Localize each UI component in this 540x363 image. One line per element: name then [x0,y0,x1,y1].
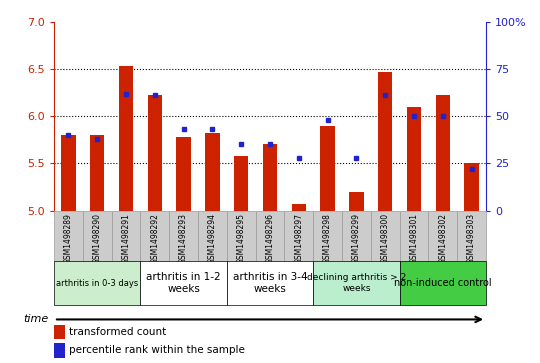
Bar [313,261,400,305]
Text: GSM1498297: GSM1498297 [294,213,303,264]
Bar [313,211,342,261]
Bar [112,211,140,261]
Bar [140,261,227,305]
Bar [349,192,363,211]
Text: GSM1498302: GSM1498302 [438,213,447,264]
Text: non-induced control: non-induced control [394,278,491,288]
Bar [90,135,104,211]
Text: arthritis in 3-4
weeks: arthritis in 3-4 weeks [233,272,307,294]
Text: GSM1498300: GSM1498300 [381,213,390,264]
Text: declining arthritis > 2
weeks: declining arthritis > 2 weeks [307,273,406,293]
Bar [292,204,306,211]
Bar [54,343,65,358]
Bar [407,107,421,211]
Text: GSM1498303: GSM1498303 [467,213,476,264]
Bar [400,211,428,261]
Text: GSM1498299: GSM1498299 [352,213,361,264]
Bar [255,211,285,261]
Bar [457,211,486,261]
Bar [61,135,76,211]
Bar [464,163,479,211]
Bar [227,261,313,305]
Bar [400,261,486,305]
Text: GSM1498295: GSM1498295 [237,213,246,264]
Bar [119,66,133,211]
Bar [54,325,65,339]
Bar [320,126,335,211]
Bar [285,211,313,261]
Text: GSM1498292: GSM1498292 [150,213,159,264]
Text: GSM1498290: GSM1498290 [93,213,102,264]
Text: arthritis in 1-2
weeks: arthritis in 1-2 weeks [146,272,221,294]
Text: GSM1498296: GSM1498296 [266,213,274,264]
Text: GSM1498294: GSM1498294 [208,213,217,264]
Text: GSM1498298: GSM1498298 [323,213,332,264]
Bar [54,211,83,261]
Bar [147,95,162,211]
Bar [378,72,393,211]
Bar [83,211,112,261]
Bar [205,133,220,211]
Bar [263,144,277,211]
Text: transformed count: transformed count [69,327,166,337]
Bar [342,211,371,261]
Text: percentile rank within the sample: percentile rank within the sample [69,345,245,355]
Bar [436,95,450,211]
Text: GSM1498293: GSM1498293 [179,213,188,264]
Bar [227,211,255,261]
Bar [177,137,191,211]
Text: GSM1498301: GSM1498301 [409,213,418,264]
Bar [169,211,198,261]
Bar [54,261,140,305]
Text: GSM1498289: GSM1498289 [64,213,73,264]
Bar [198,211,227,261]
Text: time: time [23,314,49,325]
Text: GSM1498291: GSM1498291 [122,213,131,264]
Bar [140,211,169,261]
Bar [428,211,457,261]
Bar [234,156,248,211]
Bar [371,211,400,261]
Text: arthritis in 0-3 days: arthritis in 0-3 days [56,279,138,287]
